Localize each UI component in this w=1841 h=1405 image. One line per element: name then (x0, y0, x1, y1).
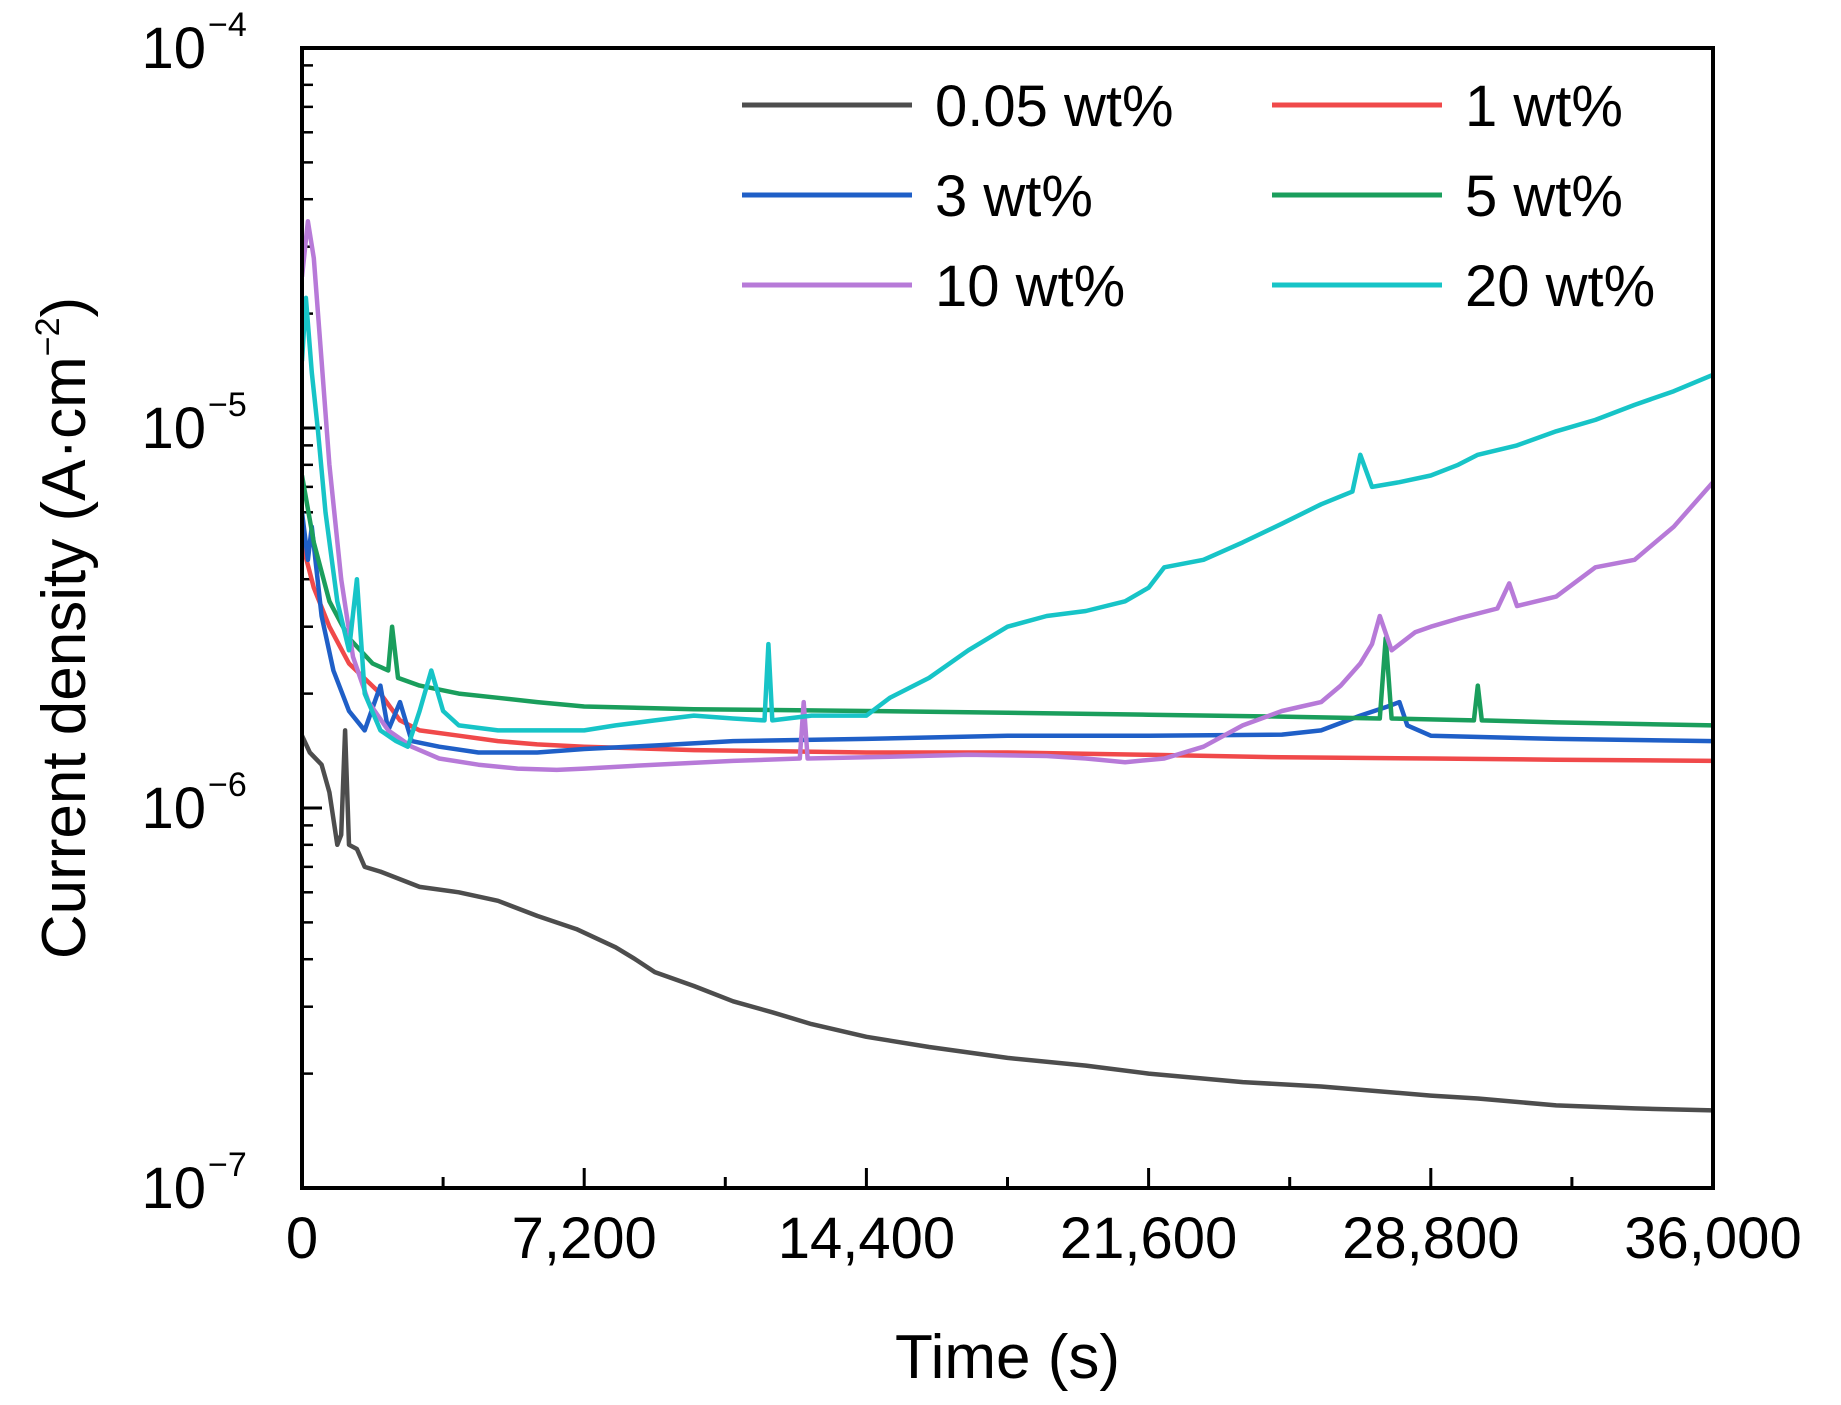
y-tick-label: 10 (141, 396, 206, 461)
legend-label: 5 wt% (1465, 164, 1623, 229)
y-tick-exponent: −6 (208, 766, 247, 804)
y-tick-exponent: −5 (208, 386, 247, 424)
series-line (302, 728, 1713, 1113)
x-tick-label: 0 (286, 1206, 318, 1271)
x-tick-label: 36,000 (1624, 1206, 1801, 1271)
legend-label: 10 wt% (935, 254, 1125, 319)
legend-label: 0.05 wt% (935, 74, 1174, 139)
legend-label: 1 wt% (1465, 74, 1623, 139)
series-line (302, 541, 1713, 764)
y-tick-labels: 10−410−510−610−7 (141, 6, 246, 1221)
x-tick-label: 28,800 (1342, 1206, 1519, 1271)
legend-label: 20 wt% (1465, 254, 1655, 319)
y-tick-exponent: −7 (208, 1146, 247, 1184)
series-line (302, 512, 1713, 755)
y-tick-label: 10 (141, 16, 206, 81)
legend: 0.05 wt% 1 wt% 3 wt% 5 wt% 10 wt% 20 wt% (742, 74, 1655, 319)
y-axis-title-close: ) (30, 297, 99, 318)
y-axis-title: Current density (A·cm−2) (29, 297, 99, 959)
x-tick-label: 21,600 (1060, 1206, 1237, 1271)
series-line (302, 219, 1713, 773)
y-axis-title-sup: −2 (29, 317, 67, 356)
legend-label: 3 wt% (935, 164, 1093, 229)
series-line (302, 295, 1713, 749)
series-layer (302, 219, 1713, 1113)
y-tick-label: 10 (141, 1156, 206, 1221)
x-tick-labels: 0 7,200 14,400 21,600 28,800 36,000 (286, 1206, 1802, 1271)
x-axis-title: Time (s) (895, 1323, 1120, 1392)
series-line (302, 475, 1713, 728)
y-axis-title-main: Current density (A·cm (30, 356, 99, 959)
y-tick-label: 10 (141, 776, 206, 841)
y-tick-exponent: −4 (208, 6, 247, 44)
plot-frame (300, 46, 1715, 1190)
x-tick-label: 14,400 (778, 1206, 955, 1271)
x-tick-label: 7,200 (512, 1206, 657, 1271)
